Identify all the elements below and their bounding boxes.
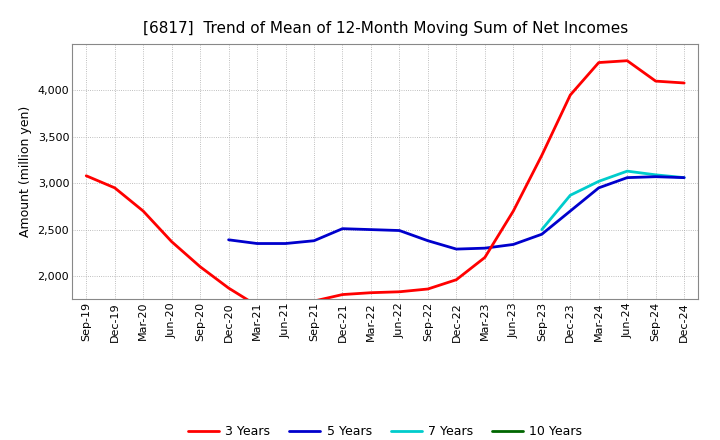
3 Years — [139, 209, 148, 214]
5 Years — [480, 246, 489, 251]
3 Years — [282, 301, 290, 307]
5 Years — [338, 226, 347, 231]
5 Years — [537, 231, 546, 237]
3 Years — [566, 92, 575, 98]
7 Years — [566, 193, 575, 198]
5 Years — [652, 174, 660, 180]
5 Years — [423, 238, 432, 243]
3 Years — [167, 239, 176, 244]
7 Years — [652, 172, 660, 177]
Line: 7 Years: 7 Years — [541, 171, 684, 230]
5 Years — [566, 209, 575, 214]
3 Years — [253, 303, 261, 308]
7 Years — [623, 169, 631, 174]
3 Years — [366, 290, 375, 295]
3 Years — [680, 81, 688, 86]
5 Years — [310, 238, 318, 243]
3 Years — [452, 277, 461, 282]
5 Years — [452, 246, 461, 252]
3 Years — [480, 255, 489, 260]
3 Years — [82, 173, 91, 178]
3 Years — [537, 153, 546, 158]
3 Years — [509, 209, 518, 214]
3 Years — [652, 78, 660, 84]
3 Years — [338, 292, 347, 297]
Line: 3 Years: 3 Years — [86, 61, 684, 306]
5 Years — [595, 185, 603, 191]
3 Years — [225, 286, 233, 291]
3 Years — [623, 58, 631, 63]
3 Years — [423, 286, 432, 292]
5 Years — [680, 175, 688, 180]
3 Years — [310, 298, 318, 304]
5 Years — [395, 228, 404, 233]
5 Years — [282, 241, 290, 246]
3 Years — [110, 185, 119, 191]
5 Years — [253, 241, 261, 246]
7 Years — [680, 175, 688, 180]
Title: [6817]  Trend of Mean of 12-Month Moving Sum of Net Incomes: [6817] Trend of Mean of 12-Month Moving … — [143, 21, 628, 36]
Line: 5 Years: 5 Years — [229, 177, 684, 249]
5 Years — [366, 227, 375, 232]
5 Years — [623, 175, 631, 180]
3 Years — [595, 60, 603, 65]
7 Years — [537, 227, 546, 232]
3 Years — [196, 264, 204, 269]
3 Years — [395, 289, 404, 294]
Y-axis label: Amount (million yen): Amount (million yen) — [19, 106, 32, 237]
5 Years — [225, 237, 233, 242]
Legend: 3 Years, 5 Years, 7 Years, 10 Years: 3 Years, 5 Years, 7 Years, 10 Years — [183, 420, 588, 440]
7 Years — [595, 179, 603, 184]
5 Years — [509, 242, 518, 247]
